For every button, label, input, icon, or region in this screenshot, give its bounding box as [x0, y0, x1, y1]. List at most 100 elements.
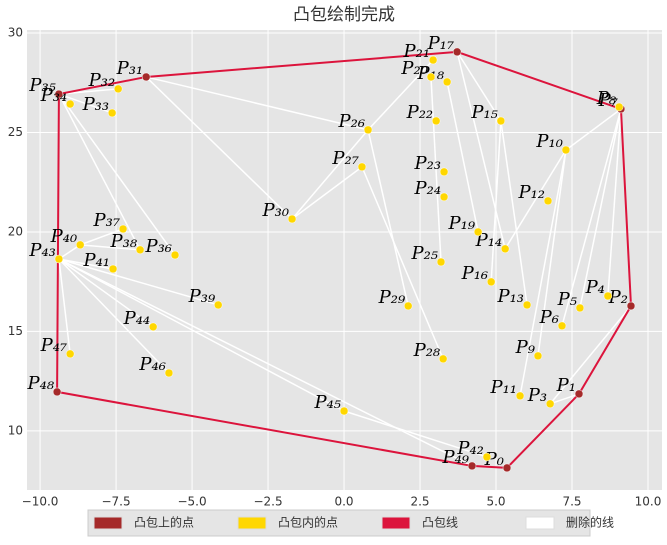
point-label: P₂₄	[414, 178, 442, 199]
point	[426, 72, 436, 82]
legend-label: 凸包内的点	[278, 515, 338, 530]
point-label: P₂₉	[378, 287, 406, 308]
point-label: P₄₂	[456, 438, 484, 459]
chart-title: 凸包绘制完成	[293, 5, 395, 25]
deleted-line	[58, 93, 113, 114]
point-label: P₉	[515, 337, 536, 358]
deleted-line	[291, 129, 369, 220]
deleted-line	[58, 258, 473, 467]
point-label: P₃₅	[28, 75, 56, 96]
point	[431, 116, 441, 126]
point-label: P₂	[608, 287, 628, 308]
point	[287, 214, 297, 224]
legend-swatch	[237, 516, 267, 530]
legend-label: 凸包上的点	[134, 515, 194, 530]
deleted-line	[367, 129, 409, 307]
y-tick-label: 20	[8, 224, 23, 238]
point-label: P₃₇	[93, 210, 121, 231]
point-label: P₂₇	[331, 148, 359, 169]
point	[148, 322, 158, 332]
point-label: P₂₆	[338, 111, 366, 132]
point	[626, 301, 636, 311]
point	[65, 99, 75, 109]
x-tick-label: 2.5	[410, 495, 429, 509]
point	[339, 406, 349, 416]
point-label: P₄₈	[27, 373, 55, 394]
point	[213, 300, 223, 310]
point	[575, 303, 585, 313]
point-label: P₄₀	[50, 226, 78, 247]
point	[543, 196, 553, 206]
deleted-line	[361, 166, 444, 360]
point	[54, 254, 64, 264]
point	[403, 301, 413, 311]
y-tick-label: 15	[8, 324, 23, 338]
point-label: P₃₃	[82, 94, 110, 115]
deleted-line	[343, 410, 488, 458]
point	[502, 463, 512, 473]
point	[614, 102, 624, 112]
point	[357, 162, 367, 172]
deleted-line	[456, 51, 506, 250]
point	[54, 89, 64, 99]
deleted-line	[504, 149, 567, 250]
point	[113, 84, 123, 94]
deleted-line	[58, 244, 81, 260]
point-label: P₄₄	[123, 308, 151, 329]
point-label: P₄₅	[313, 392, 341, 413]
legend-swatch	[525, 516, 555, 530]
deleted-line	[549, 305, 632, 405]
deleted-line	[607, 108, 622, 297]
point-label: P₅	[557, 289, 577, 310]
point-label: P₁₆	[461, 263, 489, 284]
y-tick-label: 10	[8, 423, 23, 437]
point-label: P₄₃	[28, 240, 56, 261]
legend-swatch	[381, 516, 411, 530]
point-label: P₄	[585, 277, 605, 298]
point	[170, 250, 180, 260]
x-tick-label: −2.5	[253, 495, 282, 509]
legend-label: 凸包线	[422, 516, 458, 530]
point	[486, 277, 496, 287]
point-label: P₄₉	[441, 447, 469, 468]
deleted-line	[145, 76, 369, 131]
point	[135, 245, 145, 255]
point-label: P₃	[527, 385, 547, 406]
point	[574, 389, 584, 399]
point	[439, 192, 449, 202]
deleted-line	[456, 51, 502, 122]
point-label: P₁₅	[470, 102, 498, 123]
point-label: P₃₄	[40, 85, 68, 106]
x-tick-label: −5.0	[177, 495, 206, 509]
deleted-line	[537, 149, 567, 357]
point-label: P₃₁	[116, 58, 144, 79]
point-label: P₁₀	[535, 131, 563, 152]
point	[545, 399, 555, 409]
y-tick-label: 25	[8, 125, 23, 139]
y-tick-label: 30	[8, 25, 23, 39]
point-label: P₂₈	[413, 340, 441, 361]
point-label: P₁₉	[448, 213, 476, 234]
deleted-line	[565, 108, 622, 151]
deleted-line	[58, 93, 141, 251]
point	[557, 321, 567, 331]
point-label: P₁₁	[489, 377, 517, 398]
point	[442, 77, 452, 87]
point-label: P₄₆	[138, 354, 166, 375]
point-label: P₄₁	[82, 250, 110, 271]
deleted-line	[58, 258, 114, 270]
point-label: P₁₃	[496, 286, 524, 307]
point-label: P₁₂	[517, 182, 545, 203]
deleted-line	[58, 258, 154, 328]
deleted-line	[549, 393, 580, 405]
point-label: P₂₁	[403, 41, 431, 62]
point	[496, 116, 506, 126]
point	[467, 461, 477, 471]
deleted-line	[579, 108, 622, 309]
deleted-line	[500, 120, 528, 306]
point-label: P₃₀	[262, 200, 290, 221]
point-label: P₂₀	[400, 58, 428, 79]
point	[118, 224, 128, 234]
deleted-line	[58, 258, 71, 354]
